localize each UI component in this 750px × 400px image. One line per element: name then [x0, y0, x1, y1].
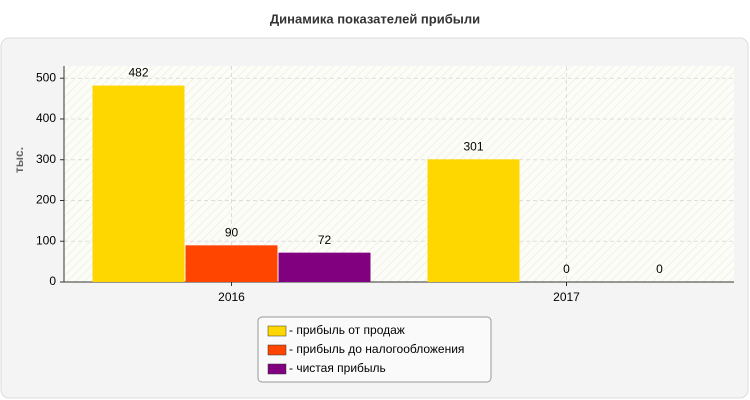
legend-label: - чистая прибыль: [289, 361, 386, 375]
bar: [185, 245, 278, 282]
y-tick-label: 200: [36, 193, 56, 207]
data-label: 482: [128, 66, 148, 80]
legend-label: - прибыль от продаж: [289, 323, 405, 337]
data-label: 301: [463, 140, 483, 154]
y-axis-label: тыс.: [12, 147, 26, 173]
bar: [427, 159, 520, 282]
chart-title: Динамика показателей прибыли: [270, 11, 480, 26]
data-label: 72: [318, 233, 332, 247]
data-label: 0: [563, 262, 570, 276]
x-tick-label: 2016: [218, 290, 245, 304]
y-tick-label: 300: [36, 152, 56, 166]
y-tick-label: 500: [36, 70, 56, 84]
legend-swatch: [267, 344, 287, 356]
bar: [278, 252, 371, 282]
y-tick-label: 100: [36, 233, 56, 247]
y-tick-label: 0: [49, 274, 56, 288]
data-label: 0: [656, 262, 663, 276]
x-tick-label: 2017: [553, 290, 580, 304]
y-tick-label: 400: [36, 111, 56, 125]
legend-swatch: [267, 325, 287, 337]
legend-label: - прибыль до налогообложения: [289, 342, 464, 356]
data-label: 90: [225, 225, 239, 239]
bar: [92, 85, 185, 283]
legend: [257, 316, 492, 383]
legend-swatch: [267, 363, 287, 375]
